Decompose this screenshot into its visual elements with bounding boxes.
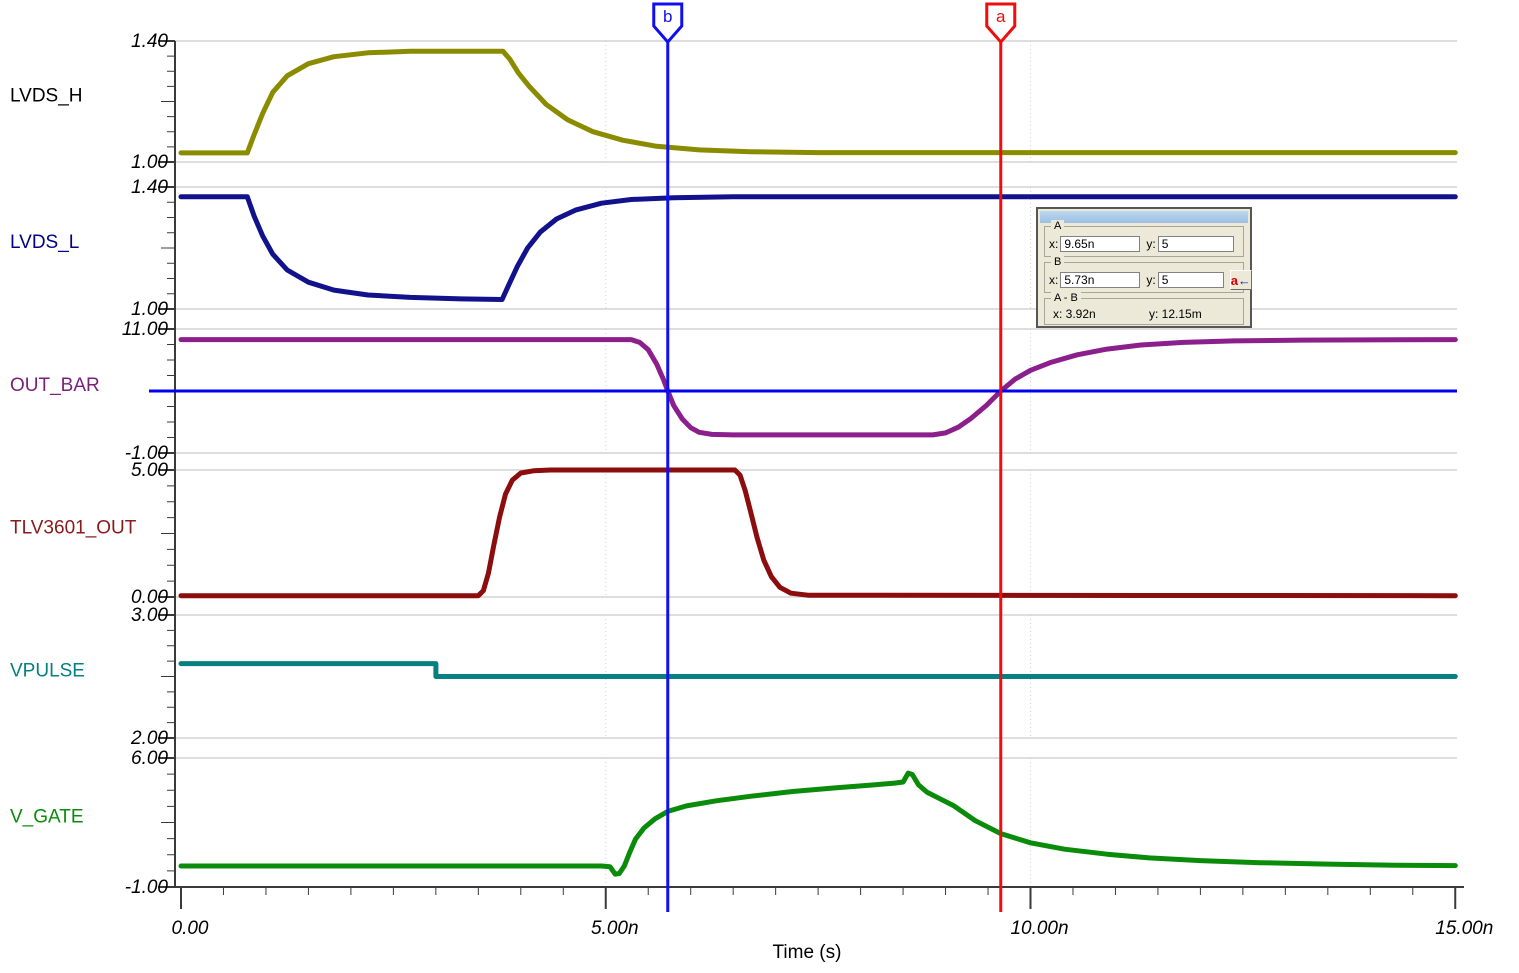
cursor-b-flag-letter: b bbox=[663, 7, 672, 26]
jump-to-cursor-a-button[interactable]: a← bbox=[1229, 270, 1252, 290]
x-axis-label-0.00: 0.00 bbox=[172, 918, 209, 939]
trace-name-VPULSE: VPULSE bbox=[10, 661, 85, 682]
y-axis-label-LVDS_L-max: 1.40 bbox=[131, 177, 168, 198]
y-axis-label-VPULSE-min: 2.00 bbox=[130, 728, 168, 749]
y-axis-label-LVDS_H-max: 1.40 bbox=[131, 31, 168, 52]
cursor-a-x-input[interactable] bbox=[1060, 236, 1141, 252]
cursor-group-diff-title: A - B bbox=[1051, 292, 1081, 304]
trace-OUT_BAR bbox=[178, 337, 1458, 438]
trace-LVDS_L bbox=[178, 194, 1458, 302]
y-axis-label-TLV3601_OUT-min: 0.00 bbox=[131, 587, 168, 608]
cursor-box-titlebar[interactable] bbox=[1040, 211, 1248, 223]
y-axis-label-LVDS_L-min: 1.00 bbox=[131, 299, 168, 320]
cursor-a-flag-letter: a bbox=[996, 7, 1006, 26]
trace-name-V_GATE: V_GATE bbox=[10, 807, 84, 828]
trace-V_GATE bbox=[178, 770, 1458, 877]
trace-name-TLV3601_OUT: TLV3601_OUT bbox=[10, 518, 137, 539]
cursor-group-a: A x: y: bbox=[1044, 220, 1244, 257]
y-axis-label-OUT_BAR-max: 11.00 bbox=[122, 319, 169, 340]
x-axis-label-10.00n: 10.00n bbox=[1010, 918, 1068, 939]
trace-VPULSE bbox=[178, 661, 1458, 679]
cursor-b-flag[interactable] bbox=[652, 2, 684, 45]
cursor-group-b: B x: y: a← bbox=[1044, 256, 1252, 293]
y-axis-label-TLV3601_OUT-max: 5.00 bbox=[131, 460, 168, 481]
cursor-b-x-input[interactable] bbox=[1060, 272, 1141, 288]
cursor-group-b-title: B bbox=[1051, 256, 1065, 268]
trace-name-LVDS_L: LVDS_L bbox=[10, 232, 79, 253]
cursor-a-y-label: y: bbox=[1146, 237, 1156, 251]
y-axis-label-OUT_BAR-min: -1.00 bbox=[125, 443, 169, 464]
cursor-b-x-label: x: bbox=[1049, 273, 1059, 287]
y-axis-label-V_GATE-max: 6.00 bbox=[131, 748, 168, 769]
cursor-a-x-label: x: bbox=[1049, 237, 1059, 251]
cursor-a-y-input[interactable] bbox=[1157, 236, 1234, 252]
x-axis-label-15.00n: 15.00n bbox=[1435, 918, 1493, 939]
y-axis-label-V_GATE-min: -1.00 bbox=[125, 877, 169, 898]
y-axis-label-LVDS_H-min: 1.00 bbox=[131, 152, 168, 173]
cursor-b-y-label: y: bbox=[1146, 273, 1156, 287]
cursor-b-y-input[interactable] bbox=[1157, 272, 1224, 288]
cursor-a-flag[interactable] bbox=[985, 2, 1017, 45]
cursor-diff-y-value: y: 12.15m bbox=[1149, 307, 1202, 321]
cursor-diff-x-value: x: 3.92n bbox=[1053, 307, 1096, 321]
trace-LVDS_H bbox=[178, 48, 1458, 156]
jump-button-arrow-icon: ← bbox=[1237, 272, 1251, 288]
x-axis-label-5.00n: 5.00n bbox=[591, 918, 639, 939]
cursor-measurement-box: A x: y: B x: y: a← A - B x: 3.92n y: bbox=[1036, 207, 1252, 328]
x-axis-title: Time (s) bbox=[773, 942, 842, 963]
cursor-group-diff: A - B x: 3.92n y: 12.15m bbox=[1044, 292, 1244, 325]
jump-button-letter: a bbox=[1230, 272, 1238, 288]
cursor-group-a-title: A bbox=[1051, 220, 1065, 232]
trace-TLV3601_OUT bbox=[178, 467, 1458, 599]
y-axis-label-VPULSE-max: 3.00 bbox=[131, 605, 168, 626]
trace-name-LVDS_H: LVDS_H bbox=[10, 86, 83, 107]
trace-name-OUT_BAR: OUT_BAR bbox=[10, 375, 100, 396]
